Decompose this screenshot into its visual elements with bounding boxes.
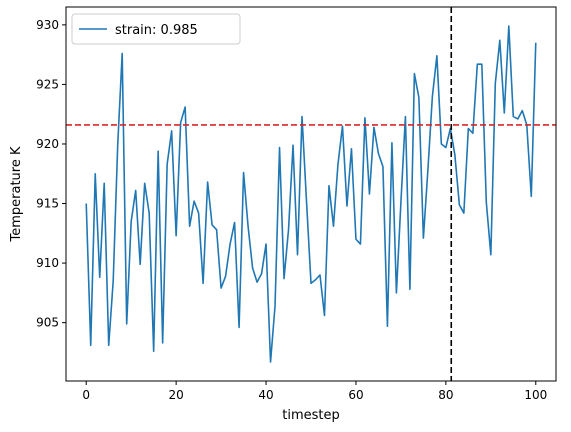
x-tick-label: 0	[82, 388, 90, 402]
x-tick-label: 60	[348, 388, 363, 402]
y-tick-label: 920	[36, 137, 59, 151]
y-tick-label: 915	[36, 197, 59, 211]
legend: strain: 0.985	[71, 13, 241, 45]
y-tick-label: 910	[36, 256, 59, 270]
y-axis-label: Temperature K	[9, 146, 24, 242]
plot-content	[66, 7, 556, 381]
x-tick-label: 40	[258, 388, 273, 402]
y-tick-label: 930	[36, 18, 59, 32]
y-tick-label: 905	[36, 316, 59, 330]
x-axis-label: timestep	[282, 408, 340, 423]
legend-box	[71, 13, 241, 45]
series-line-0	[85, 25, 537, 363]
ticks-layer: 0 20 40 60 80 100 905 910 915 920 925 930	[36, 18, 547, 402]
legend-label: strain: 0.985	[115, 23, 198, 38]
x-tick-label: 100	[524, 388, 547, 402]
y-tick-label: 925	[36, 77, 59, 91]
axes-frame	[65, 6, 557, 382]
x-tick-label: 80	[438, 388, 453, 402]
x-tick-label: 20	[168, 388, 183, 402]
